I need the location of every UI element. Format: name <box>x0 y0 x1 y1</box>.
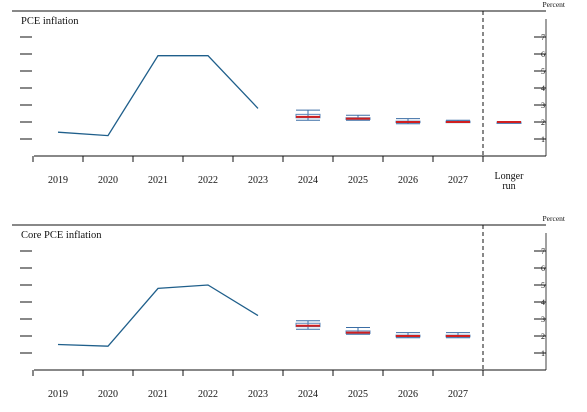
panel1-x-label: 2025 <box>348 175 368 186</box>
panel2-y-tick-label: 5 <box>541 281 545 290</box>
panel2-x-label: 2019 <box>48 389 68 400</box>
panel2-x-label: 2024 <box>298 389 318 400</box>
panel1-y-tick-label: 6 <box>541 50 545 59</box>
panel1-x-label: 2023 <box>248 175 268 186</box>
panel1-x-label: 2024 <box>298 175 318 186</box>
panel1-x-label: Longer <box>495 171 525 182</box>
panel2-x-label: 2027 <box>448 389 468 400</box>
panel2-y-tick-label: 2 <box>541 332 545 341</box>
panel2-title: Core PCE inflation <box>21 230 102 241</box>
panel2-unit-label: Percent <box>543 214 566 223</box>
panel1-y-tick-label: 4 <box>541 84 545 93</box>
panel1-y-tick-label: 1 <box>541 135 545 144</box>
panel1-x-label: 2022 <box>198 175 218 186</box>
panel1-x-label: 2020 <box>98 175 118 186</box>
panel2-x-label: 2022 <box>198 389 218 400</box>
panel1-y-tick-label: 3 <box>541 101 545 110</box>
panel2-y-tick-label: 3 <box>541 315 545 324</box>
panel1-history-line <box>57 55 259 137</box>
panel1-title: PCE inflation <box>21 16 79 27</box>
panel1-x-label: 2021 <box>148 175 168 186</box>
panel2-y-tick-label: 7 <box>541 247 545 256</box>
panel2-y-tick-label: 1 <box>541 349 545 358</box>
panel1-x-label: run <box>502 181 515 192</box>
panel1-y-tick-label: 2 <box>541 118 545 127</box>
panel2-x-label: 2026 <box>398 389 418 400</box>
panel2-x-label: 2025 <box>348 389 368 400</box>
panel2-x-label: 2023 <box>248 389 268 400</box>
panel1-x-label: 2026 <box>398 175 418 186</box>
panel2-history-line <box>57 284 259 347</box>
panel1-x-label: 2027 <box>448 175 468 186</box>
panel1-y-tick-label: 5 <box>541 67 545 76</box>
panel2-y-tick-label: 4 <box>541 298 545 307</box>
panel1-x-label: 2019 <box>48 175 68 186</box>
panel2-x-label: 2020 <box>98 389 118 400</box>
panel1-y-tick-label: 7 <box>541 33 545 42</box>
panel2-x-label: 2021 <box>148 389 168 400</box>
panel2-y-tick-label: 6 <box>541 264 545 273</box>
panel1-unit-label: Percent <box>543 0 566 9</box>
